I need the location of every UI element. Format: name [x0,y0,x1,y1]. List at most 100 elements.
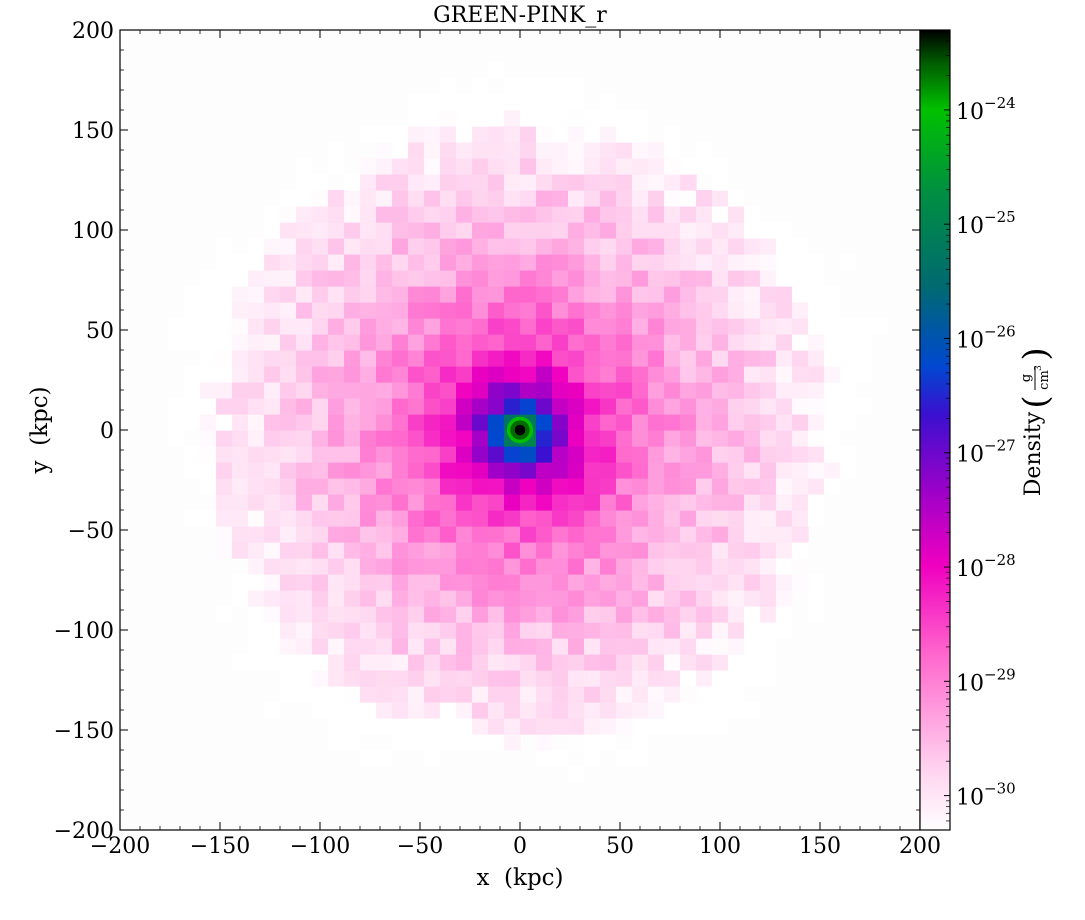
heatmap-cell [504,126,521,143]
heatmap-cell [712,558,729,575]
heatmap-cell [632,302,649,319]
heatmap-cell [328,702,345,719]
heatmap-cell [360,366,377,383]
heatmap-cell [776,446,793,463]
heatmap-cell [712,638,729,655]
heatmap-cell [744,526,761,543]
heatmap-cell [728,254,745,271]
heatmap-cell [408,702,425,719]
heatmap-cell [328,462,345,479]
heatmap-cell [632,558,649,575]
heatmap-cell [424,350,441,367]
heatmap-cell [376,414,393,431]
heatmap-cell [760,590,777,607]
heatmap-cell [536,78,553,95]
heatmap-cell [520,686,537,703]
heatmap-cell [344,270,361,287]
heatmap-cell [424,702,441,719]
heatmap-cell [648,606,665,623]
heatmap-cell [232,446,249,463]
heatmap-cell [248,638,265,655]
colorbar-label: Density ( g cm 3 ) [1016,347,1056,496]
heatmap-cell [328,734,345,751]
heatmap-cell [472,462,489,479]
heatmap-cell [616,254,633,271]
heatmap-cell [472,526,489,543]
heatmap-cell [344,318,361,335]
heatmap-cell [280,366,297,383]
heatmap-cell [680,478,697,495]
heatmap-cell [424,382,441,399]
heatmap-cell [360,350,377,367]
heatmap-cell [616,110,633,127]
heatmap-cell [616,622,633,639]
heatmap-cell [584,526,601,543]
heatmap-cell [776,238,793,255]
heatmap-cell [808,254,825,271]
heatmap-cell [264,622,281,639]
heatmap-cell [488,670,505,687]
heatmap-cell [360,542,377,559]
heatmap-cell [712,606,729,623]
heatmap-cell [376,126,393,143]
colorbar-tick-label: 10−25 [956,208,1016,239]
heatmap-cell [680,174,697,191]
heatmap-cell [616,238,633,255]
heatmap-cell [280,686,297,703]
y-tick-label: −150 [54,719,114,744]
heatmap-cell [728,686,745,703]
heatmap-cell [680,414,697,431]
y-tick-label: −100 [54,619,114,644]
heatmap-cell [520,174,537,191]
heatmap-cell [744,398,761,415]
heatmap-cell [664,238,681,255]
heatmap-cell [536,462,553,479]
heatmap-cell [456,670,473,687]
heatmap-cell [360,446,377,463]
heatmap-cell [328,190,345,207]
heatmap-cell [472,158,489,175]
heatmap-cell [408,430,425,447]
heatmap-cell [440,398,457,415]
heatmap-cell [328,286,345,303]
heatmap-cell [808,270,825,287]
heatmap-cell [808,414,825,431]
heatmap-cell [600,462,617,479]
heatmap-cell [392,702,409,719]
heatmap-cell [232,430,249,447]
heatmap-cell [536,718,553,735]
heatmap-cell [408,558,425,575]
heatmap-cell [456,734,473,751]
heatmap-cell [200,286,217,303]
heatmap-cell [696,510,713,527]
heatmap-cell [376,590,393,607]
heatmap-cell [440,382,457,399]
heatmap-cell [232,462,249,479]
heatmap-cell [280,398,297,415]
heatmap-cell [360,478,377,495]
heatmap-cell [440,238,457,255]
heatmap-cell [472,254,489,271]
heatmap-cell [584,158,601,175]
heatmap-cell [776,542,793,559]
heatmap-cell [456,174,473,191]
heatmap-cell [664,414,681,431]
heatmap-cell [584,366,601,383]
heatmap-cell [552,494,569,511]
heatmap-cell [280,414,297,431]
heatmap-cell [408,126,425,143]
heatmap-cell [344,558,361,575]
heatmap-cell [440,590,457,607]
heatmap-cell [376,478,393,495]
heatmap-cell [328,254,345,271]
heatmap-cell [584,334,601,351]
heatmap-cell [344,574,361,591]
heatmap-cell [376,206,393,223]
heatmap-cell [568,142,585,159]
heatmap-cell [440,318,457,335]
heatmap-cell [200,414,217,431]
heatmap-cell [520,222,537,239]
heatmap-cell [648,430,665,447]
heatmap-cell [424,94,441,111]
heatmap-cell [424,734,441,751]
